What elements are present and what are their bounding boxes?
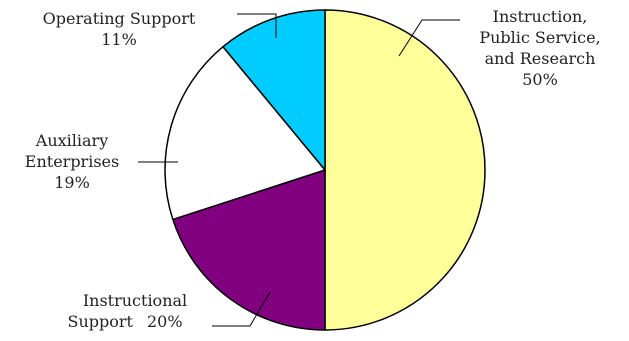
label-instructional-support-line1: Instructional — [82, 291, 188, 310]
label-instruction-line3: and Research — [484, 49, 596, 68]
label-operating-line1: Operating Support — [42, 9, 196, 28]
label-instructional-support-pct: 20% — [146, 312, 183, 331]
pie-slice-instructional-support — [172, 169, 326, 331]
label-auxiliary-line2: Enterprises — [24, 152, 120, 171]
label-auxiliary-line1: Auxiliary — [35, 131, 109, 150]
pie-slice-auxiliary — [164, 45, 326, 221]
label-instruction-line2: Public Service, — [479, 28, 601, 47]
label-instruction-line1: Instruction, — [492, 7, 588, 26]
label-instructional-support-line2: Support 20% — [50, 311, 200, 332]
leader-line-instructional-support — [212, 291, 271, 327]
label-operating: Operating Support 11% — [14, 8, 224, 50]
label-auxiliary-pct: 19% — [54, 173, 90, 192]
leader-line-operating — [237, 13, 277, 38]
pie-slice-operating — [222, 9, 326, 171]
label-auxiliary: Auxiliary Enterprises 19% — [4, 130, 140, 193]
label-instruction: Instruction, Public Service, and Researc… — [455, 6, 625, 90]
leader-line-instruction — [398, 19, 460, 57]
label-operating-pct: 11% — [101, 30, 137, 49]
label-instructional-support: Instructional Support 20% — [50, 290, 200, 332]
label-instruction-pct: 50% — [522, 70, 558, 89]
label-instructional-support-last: Support — [67, 312, 133, 331]
pie-slice-instruction — [324, 9, 486, 331]
leader-lines — [138, 13, 460, 327]
pie-slices — [164, 9, 486, 331]
